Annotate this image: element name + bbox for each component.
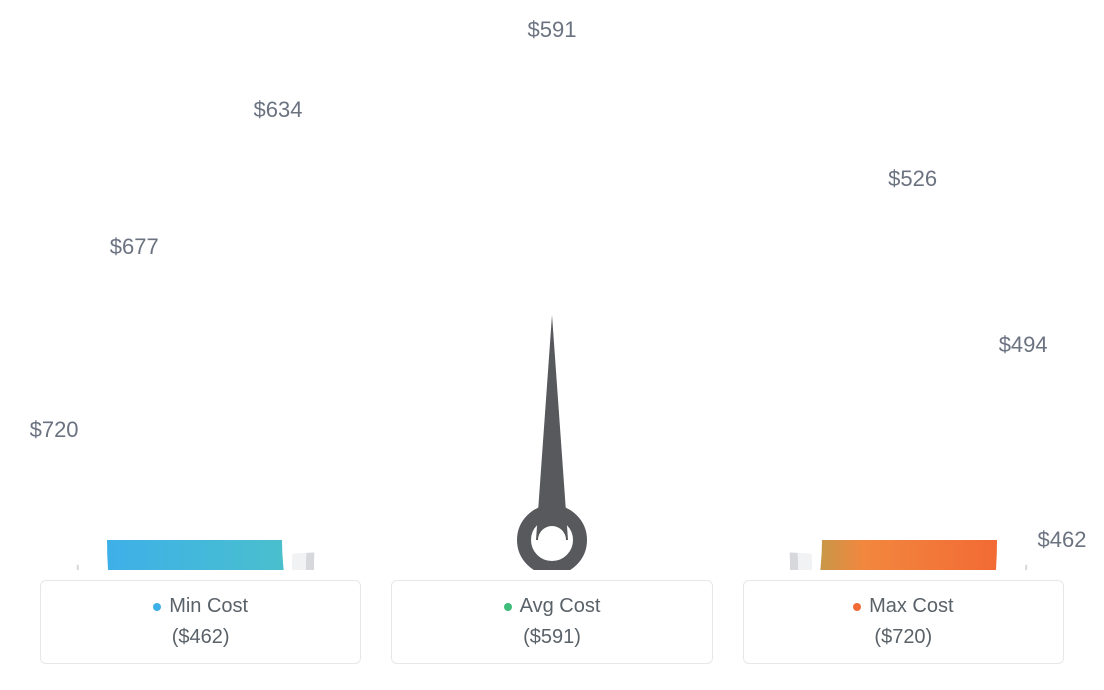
gauge-tick-label: $720 xyxy=(30,417,79,443)
gauge-tick-label: $526 xyxy=(888,166,937,192)
legend-avg: Avg Cost ($591) xyxy=(391,580,712,664)
legend-max-text: Max Cost xyxy=(869,595,953,618)
legend-min-label: Min Cost xyxy=(153,595,248,618)
gauge-tick-label: $634 xyxy=(253,97,302,123)
legend-max-value: ($720) xyxy=(754,626,1053,649)
legend-max-label: Max Cost xyxy=(853,595,953,618)
gauge-area: $462 $494 $526 $591 $634 $677 $720 xyxy=(0,0,1104,570)
gauge-tick-label: $494 xyxy=(999,332,1048,358)
dot-icon xyxy=(153,603,161,611)
legend-row: Min Cost ($462) Avg Cost ($591) Max Cost… xyxy=(0,580,1104,664)
legend-avg-value: ($591) xyxy=(402,626,701,649)
legend-max: Max Cost ($720) xyxy=(743,580,1064,664)
legend-min: Min Cost ($462) xyxy=(40,580,361,664)
legend-avg-text: Avg Cost xyxy=(520,595,601,618)
gauge-tick-label: $677 xyxy=(110,234,159,260)
legend-avg-label: Avg Cost xyxy=(504,595,601,618)
legend-min-value: ($462) xyxy=(51,626,350,649)
legend-min-text: Min Cost xyxy=(169,595,248,618)
gauge-tick-label: $462 xyxy=(1038,527,1087,553)
cost-gauge-chart: $462 $494 $526 $591 $634 $677 $720 Min Cost ($… xyxy=(0,0,1104,690)
gauge-svg xyxy=(0,0,1104,570)
dot-icon xyxy=(853,603,861,611)
gauge-tick-label: $591 xyxy=(528,17,577,43)
dot-icon xyxy=(504,603,512,611)
